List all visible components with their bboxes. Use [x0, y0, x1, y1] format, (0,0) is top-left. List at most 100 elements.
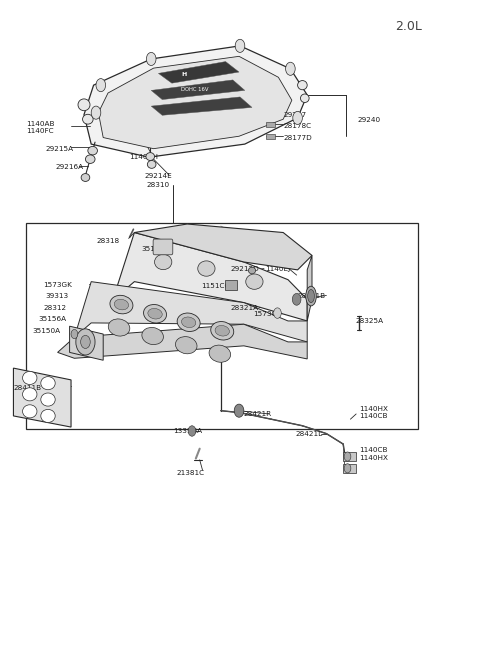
Circle shape [274, 308, 281, 318]
Ellipse shape [142, 328, 163, 345]
Polygon shape [158, 62, 239, 83]
Text: 1140EJ: 1140EJ [265, 265, 290, 272]
Ellipse shape [176, 337, 197, 354]
Text: 35150A: 35150A [33, 328, 61, 334]
Ellipse shape [308, 290, 314, 303]
Ellipse shape [144, 305, 167, 323]
Text: 28318: 28318 [96, 238, 119, 244]
Text: 28411B: 28411B [13, 384, 42, 391]
Polygon shape [58, 324, 307, 359]
Text: 1573GK: 1573GK [43, 282, 72, 288]
Ellipse shape [148, 309, 162, 319]
Text: 1573GF: 1573GF [253, 311, 282, 318]
Text: 1339GA: 1339GA [173, 428, 202, 434]
Circle shape [71, 329, 78, 339]
Text: 1140HX
1140CB: 1140HX 1140CB [359, 406, 388, 419]
Ellipse shape [41, 377, 55, 390]
Text: 29212D: 29212D [230, 265, 259, 272]
Text: 28421R: 28421R [244, 411, 272, 417]
Text: 1140AA: 1140AA [206, 237, 235, 244]
Polygon shape [13, 368, 71, 427]
Circle shape [344, 464, 351, 473]
Ellipse shape [41, 393, 55, 406]
Ellipse shape [215, 326, 229, 336]
Ellipse shape [23, 388, 37, 401]
Ellipse shape [246, 274, 263, 290]
Ellipse shape [23, 371, 37, 384]
Ellipse shape [249, 267, 256, 274]
Circle shape [76, 329, 95, 355]
Text: 29217: 29217 [283, 111, 306, 118]
Ellipse shape [177, 313, 200, 331]
Text: 35103B: 35103B [142, 246, 170, 252]
Ellipse shape [108, 319, 130, 336]
Circle shape [234, 404, 244, 417]
Text: 28312: 28312 [43, 305, 66, 311]
Circle shape [292, 293, 301, 305]
Ellipse shape [23, 405, 37, 418]
Polygon shape [70, 326, 103, 360]
Polygon shape [74, 282, 307, 342]
Text: 2.0L: 2.0L [396, 20, 422, 33]
Text: 28177D: 28177D [283, 134, 312, 141]
Circle shape [188, 426, 196, 436]
Ellipse shape [81, 174, 90, 181]
Ellipse shape [181, 317, 196, 328]
Text: 39313: 39313 [46, 293, 69, 299]
Ellipse shape [114, 299, 129, 310]
Ellipse shape [110, 295, 133, 314]
Circle shape [344, 452, 351, 461]
Text: 1140AB
1140FC: 1140AB 1140FC [26, 121, 55, 134]
Bar [225, 280, 237, 290]
Ellipse shape [78, 99, 90, 111]
Text: 28325A: 28325A [355, 318, 384, 324]
Ellipse shape [41, 409, 55, 422]
Circle shape [293, 111, 302, 124]
Polygon shape [307, 255, 312, 321]
Bar [26, 223, 418, 429]
Bar [266, 122, 275, 127]
Ellipse shape [198, 261, 215, 276]
Text: 29216A: 29216A [55, 164, 84, 170]
Text: 1151CC: 1151CC [202, 283, 230, 290]
Polygon shape [98, 56, 292, 149]
Circle shape [235, 39, 245, 52]
Text: 29215A: 29215A [46, 146, 74, 153]
Text: 28178C: 28178C [283, 122, 312, 129]
Text: 1140CB
1140HX: 1140CB 1140HX [359, 447, 388, 460]
Text: 35150: 35150 [71, 343, 94, 349]
Ellipse shape [209, 345, 230, 362]
Bar [266, 134, 275, 139]
FancyBboxPatch shape [153, 239, 173, 255]
Circle shape [91, 106, 101, 119]
Circle shape [96, 79, 106, 92]
Ellipse shape [146, 153, 155, 160]
Ellipse shape [147, 160, 156, 168]
Text: 28310: 28310 [146, 182, 169, 189]
Circle shape [286, 62, 295, 75]
Ellipse shape [85, 155, 95, 164]
Polygon shape [113, 233, 307, 321]
Text: DOHC 16V: DOHC 16V [180, 87, 208, 92]
Ellipse shape [155, 254, 172, 270]
Polygon shape [134, 224, 312, 270]
Ellipse shape [88, 146, 97, 155]
Polygon shape [151, 80, 245, 100]
Ellipse shape [298, 81, 307, 90]
Circle shape [146, 52, 156, 66]
Text: 28321A: 28321A [230, 305, 259, 311]
Bar [343, 464, 356, 473]
Polygon shape [84, 46, 307, 157]
Text: 35156A: 35156A [38, 316, 67, 322]
Text: H: H [181, 71, 186, 77]
Ellipse shape [211, 322, 234, 340]
Ellipse shape [300, 94, 309, 103]
Text: 1140AH: 1140AH [130, 154, 158, 160]
Text: 29240: 29240 [358, 117, 381, 123]
Bar [343, 452, 356, 461]
Text: 21381C: 21381C [177, 470, 205, 476]
Circle shape [81, 335, 90, 348]
Text: 29214E: 29214E [144, 172, 172, 179]
Polygon shape [151, 97, 252, 115]
Text: 28911B: 28911B [298, 293, 326, 299]
